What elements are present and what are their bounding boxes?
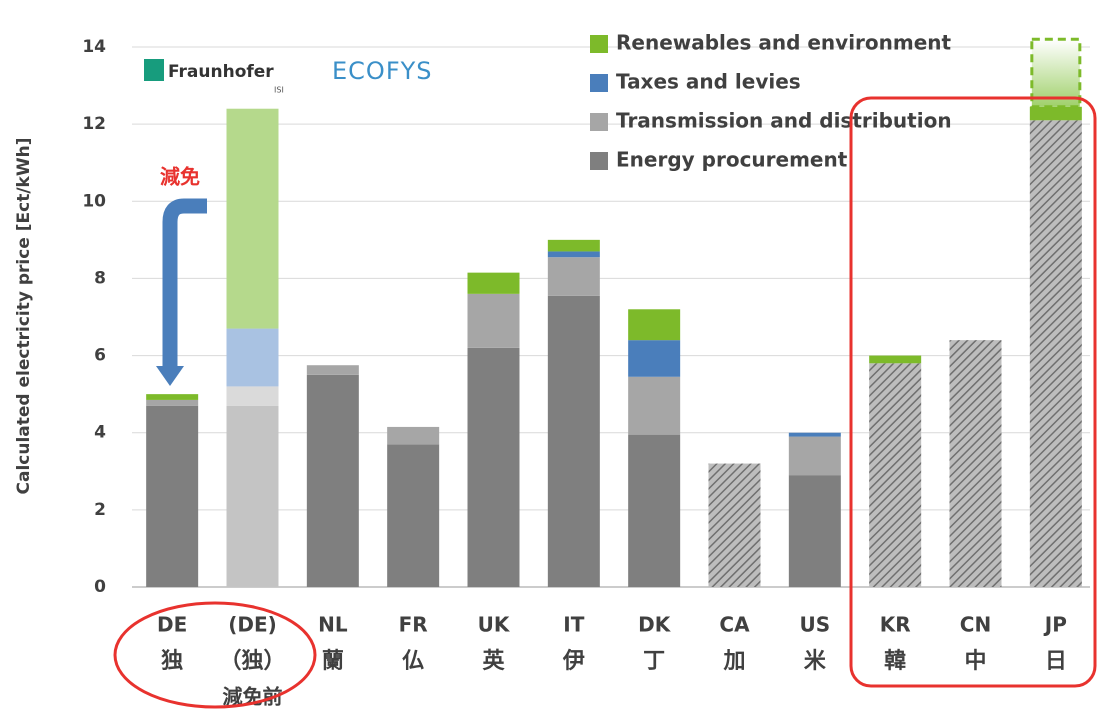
- x-tick-label: DK: [638, 613, 672, 637]
- x-tick-label: CN: [960, 613, 991, 637]
- x-tick-label: DE: [157, 613, 187, 637]
- bar-segment: [788, 475, 841, 587]
- highlight-box: [849, 96, 1097, 688]
- bar-segment: [226, 328, 279, 387]
- bar-segment: [387, 426, 440, 445]
- bar-segment: [306, 374, 359, 587]
- bar-segment: [146, 405, 199, 587]
- x-tick-label: JP: [1043, 613, 1067, 637]
- arrow: [162, 198, 207, 368]
- x-tick-label-ja: 英: [482, 649, 505, 674]
- legend-swatch: [590, 74, 608, 92]
- bar-segment: [628, 309, 681, 341]
- y-tick-label: 14: [82, 37, 106, 57]
- legend-label: Transmission and distribution: [616, 109, 952, 133]
- legend-label: Energy procurement: [616, 148, 848, 172]
- bar-segment: [628, 340, 681, 377]
- bar-segment: [226, 386, 279, 406]
- bar-segment: [547, 251, 600, 258]
- logo-text: ISI: [274, 86, 284, 95]
- y-tick-label: 10: [82, 191, 106, 211]
- bar-segment: [146, 399, 199, 406]
- bar-segment: [467, 293, 520, 348]
- x-tick-label-ja: （独）: [219, 649, 285, 674]
- x-tick-label-ja: 独: [161, 649, 183, 674]
- x-tick-label-ja: 米: [804, 649, 827, 674]
- x-tick-label: CA: [719, 613, 750, 637]
- bar-segment: [547, 295, 600, 587]
- x-tick-label-ja: 丁: [643, 649, 665, 674]
- y-tick-label: 6: [94, 346, 106, 366]
- bar-segment: [226, 108, 279, 329]
- x-tick-label-ja: 中: [964, 649, 986, 674]
- bar-segment: [788, 432, 841, 437]
- x-tick-label-ja: 伊: [562, 648, 585, 674]
- bar-segment: [1029, 106, 1082, 121]
- x-tick-label: FR: [399, 613, 428, 637]
- y-tick-label: 4: [94, 423, 106, 443]
- y-tick-label: 0: [94, 577, 106, 597]
- logo-text: Fraunhofer: [168, 62, 274, 82]
- bar-segment: [788, 436, 841, 476]
- logos: Fraunhofer ISI ECOFYS: [144, 57, 433, 95]
- y-tick-label: 8: [94, 268, 106, 288]
- x-tick-label-ja: 仏: [402, 649, 424, 674]
- legend-swatch: [590, 113, 608, 131]
- x-tick-label: UK: [478, 613, 511, 637]
- x-tick-label-ja: 韓: [884, 648, 906, 674]
- x-tick-label: NL: [318, 613, 348, 637]
- legend-swatch: [590, 35, 608, 53]
- bar-segment: [226, 405, 279, 587]
- arrow-head: [156, 366, 184, 386]
- bar-segment: [869, 363, 922, 587]
- x-tick-label: IT: [563, 613, 584, 637]
- bar-segment: [306, 365, 359, 375]
- bar-segment: [628, 434, 681, 587]
- legend-swatch: [590, 152, 608, 170]
- bar-segment: [949, 340, 1002, 587]
- y-axis-label: Calculated electricity price [Ect/kWh]: [14, 138, 34, 495]
- y-tick-label: 2: [94, 500, 106, 520]
- x-tick-label-ja: 加: [722, 649, 745, 674]
- bar-segment: [1029, 120, 1082, 588]
- bar-segment: [869, 355, 922, 364]
- highlight-ellipse: [113, 601, 317, 709]
- bar-segment: [387, 444, 440, 587]
- legend-label: Taxes and levies: [616, 70, 801, 94]
- logo-icon: [144, 59, 164, 81]
- bar-segment: [628, 376, 681, 435]
- x-tick-label-ja: 日: [1045, 649, 1067, 674]
- x-tick-label-ja: 蘭: [322, 649, 344, 674]
- y-tick-label: 12: [82, 114, 106, 134]
- annotation: 減免: [160, 165, 200, 189]
- bar-segment: [467, 347, 520, 587]
- bar-segment: [547, 239, 600, 252]
- x-tick-label: US: [800, 613, 831, 637]
- bar-segment: [547, 257, 600, 296]
- bar-segment: [708, 463, 761, 587]
- bar-segment: [467, 272, 520, 294]
- x-tick-label: (DE): [228, 613, 277, 637]
- bar-segment: [146, 394, 199, 400]
- projected-segment: [1030, 37, 1082, 109]
- logo-text: ECOFYS: [332, 57, 433, 85]
- legend-label: Renewables and environment: [616, 31, 952, 55]
- x-tick-label: KR: [880, 613, 911, 637]
